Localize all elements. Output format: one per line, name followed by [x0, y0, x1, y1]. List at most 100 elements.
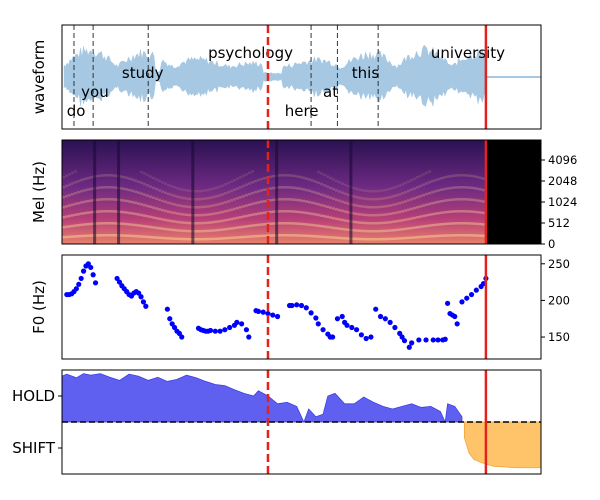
- mel-harmonic: [446, 199, 449, 202]
- mel-harmonic: [470, 198, 473, 201]
- mel-harmonic: [308, 212, 311, 215]
- word-label: university: [431, 44, 505, 62]
- mel-harmonic: [182, 188, 185, 192]
- mel-harmonic: [353, 220, 356, 224]
- mel-harmonic: [296, 210, 299, 214]
- f0-point: [140, 299, 147, 305]
- mel-harmonic: [452, 186, 455, 189]
- mel-harmonic: [479, 211, 482, 214]
- mel-harmonic: [176, 187, 179, 190]
- mel-harmonic: [194, 205, 197, 209]
- mel-harmonic: [476, 175, 479, 179]
- mel-harmonic: [131, 212, 134, 215]
- mel-harmonic: [329, 236, 332, 239]
- mel-harmonic: [455, 234, 458, 237]
- mel-harmonic: [215, 203, 218, 207]
- mel-harmonic: [464, 174, 467, 177]
- mel-harmonic: [248, 192, 251, 196]
- waveform-plot: [63, 25, 541, 129]
- mel-harmonic: [311, 212, 314, 216]
- mel-harmonic: [269, 199, 272, 202]
- mel-harmonic: [287, 234, 290, 237]
- mel-harmonic: [173, 228, 176, 232]
- mel-harmonic: [359, 188, 362, 192]
- mel-harmonic: [374, 213, 377, 217]
- mel-harmonic: [263, 199, 266, 203]
- mel-harmonic: [389, 204, 392, 207]
- mel-harmonic: [287, 210, 290, 213]
- mel-harmonic: [338, 218, 341, 221]
- mel-harmonic: [125, 176, 128, 180]
- mel-harmonic: [125, 234, 128, 237]
- f0-point: [255, 308, 261, 314]
- mel-harmonic: [122, 222, 125, 226]
- mel-harmonic: [347, 202, 350, 205]
- mel-harmonic: [341, 218, 344, 222]
- mel-harmonic: [104, 174, 107, 177]
- mel-harmonic: [254, 190, 257, 194]
- mel-harmonic: [143, 172, 146, 175]
- mel-harmonic: [437, 189, 440, 192]
- mel-harmonic: [380, 221, 383, 225]
- f0-point: [387, 319, 393, 325]
- mel-harmonic: [251, 170, 254, 173]
- mel-harmonic: [440, 199, 443, 203]
- f0-point: [344, 322, 350, 328]
- mel-harmonic: [134, 212, 137, 216]
- mel-harmonic: [302, 234, 305, 237]
- mel-harmonic: [458, 210, 461, 213]
- mel-harmonic: [179, 221, 182, 224]
- mel-harmonic: [338, 199, 341, 203]
- mel-harmonic: [203, 221, 206, 225]
- mel-harmonic: [437, 223, 440, 226]
- mel-harmonic: [269, 222, 272, 226]
- mel-harmonic: [407, 208, 410, 212]
- mel-harmonic: [266, 234, 269, 237]
- mel-harmonic: [371, 237, 374, 241]
- mel-harmonic: [170, 237, 173, 240]
- mel-harmonic: [395, 220, 398, 223]
- mel-harmonic: [449, 186, 452, 190]
- mel-harmonic: [407, 199, 410, 202]
- f0-point: [401, 338, 408, 344]
- mel-harmonic: [137, 191, 140, 194]
- mel-harmonic: [395, 237, 398, 240]
- mel-harmonic: [179, 212, 182, 216]
- mel-harmonic: [134, 223, 137, 227]
- f0-point: [176, 330, 182, 336]
- mel-harmonic: [416, 176, 419, 179]
- mel-harmonic: [413, 226, 416, 229]
- mel-harmonic: [467, 174, 470, 177]
- mel-harmonic: [269, 175, 272, 179]
- mel-harmonic: [428, 213, 431, 217]
- mel-harmonic: [257, 178, 260, 182]
- mel-harmonic: [242, 194, 245, 198]
- mel-harmonic: [428, 224, 431, 227]
- mel-harmonic: [86, 234, 89, 237]
- mel-harmonic: [83, 234, 86, 238]
- mel-harmonic: [440, 222, 443, 226]
- mel-harmonic: [179, 237, 182, 241]
- mel-harmonic: [206, 237, 209, 241]
- mel-harmonic: [353, 203, 356, 207]
- mel-harmonic: [335, 208, 338, 211]
- mel-harmonic: [206, 188, 209, 192]
- mel-harmonic: [272, 222, 275, 225]
- mel-harmonic: [284, 222, 287, 225]
- mel-harmonic: [398, 210, 401, 214]
- mel-harmonic: [68, 225, 71, 228]
- f0-point: [334, 316, 341, 322]
- mel-harmonic: [224, 210, 227, 213]
- mel-harmonic: [392, 237, 395, 241]
- f0-point: [270, 312, 276, 318]
- mel-harmonic: [197, 229, 200, 233]
- mel-silence: [485, 140, 541, 244]
- mel-harmonic: [419, 184, 422, 188]
- mel-harmonic: [299, 175, 302, 179]
- mel-harmonic: [320, 182, 323, 186]
- mel-harmonic: [368, 205, 371, 209]
- mel-harmonic: [311, 223, 314, 227]
- mel-harmonic: [314, 180, 317, 183]
- mel-harmonic: [227, 200, 230, 203]
- mel-harmonic: [458, 174, 461, 177]
